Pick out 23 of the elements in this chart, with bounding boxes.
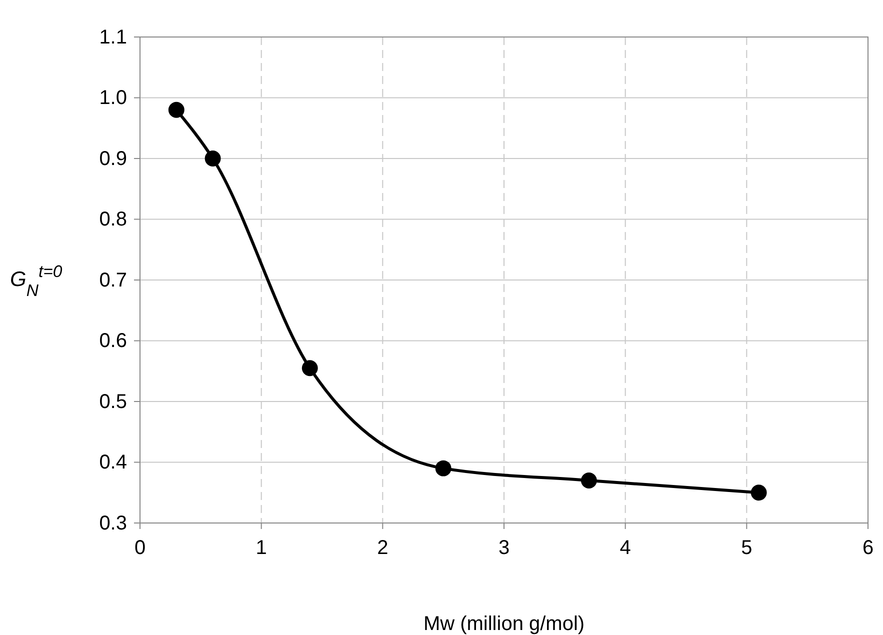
x-tick-label: 6 [862, 537, 874, 559]
point [435, 460, 452, 476]
y-tick-label: 1.0 [99, 87, 127, 110]
y-tick-label: 0.3 [99, 512, 127, 534]
y-tick-label: 0.8 [99, 208, 127, 231]
x-tick-label: 1 [256, 537, 267, 559]
point [302, 360, 318, 376]
y-tick-label: 0.5 [99, 390, 127, 413]
y-tick-label: 0.9 [99, 148, 127, 170]
point [750, 484, 767, 501]
x-tick-label: 3 [498, 537, 510, 559]
x-axis-title: Mw (million g/mol) [423, 613, 585, 635]
x-tick-label: 5 [741, 537, 752, 559]
x-tick-label: 4 [620, 537, 631, 559]
point [580, 472, 597, 488]
x-tick-label: 0 [134, 537, 146, 559]
x-tick-label: 2 [377, 537, 388, 559]
y-tick-label: 0.7 [99, 269, 127, 292]
point [168, 102, 184, 118]
y-tick-label: 1.1 [99, 26, 127, 48]
y-tick-label: 0.4 [99, 452, 127, 474]
point [204, 150, 221, 166]
y-tick-label: 0.6 [99, 330, 127, 352]
